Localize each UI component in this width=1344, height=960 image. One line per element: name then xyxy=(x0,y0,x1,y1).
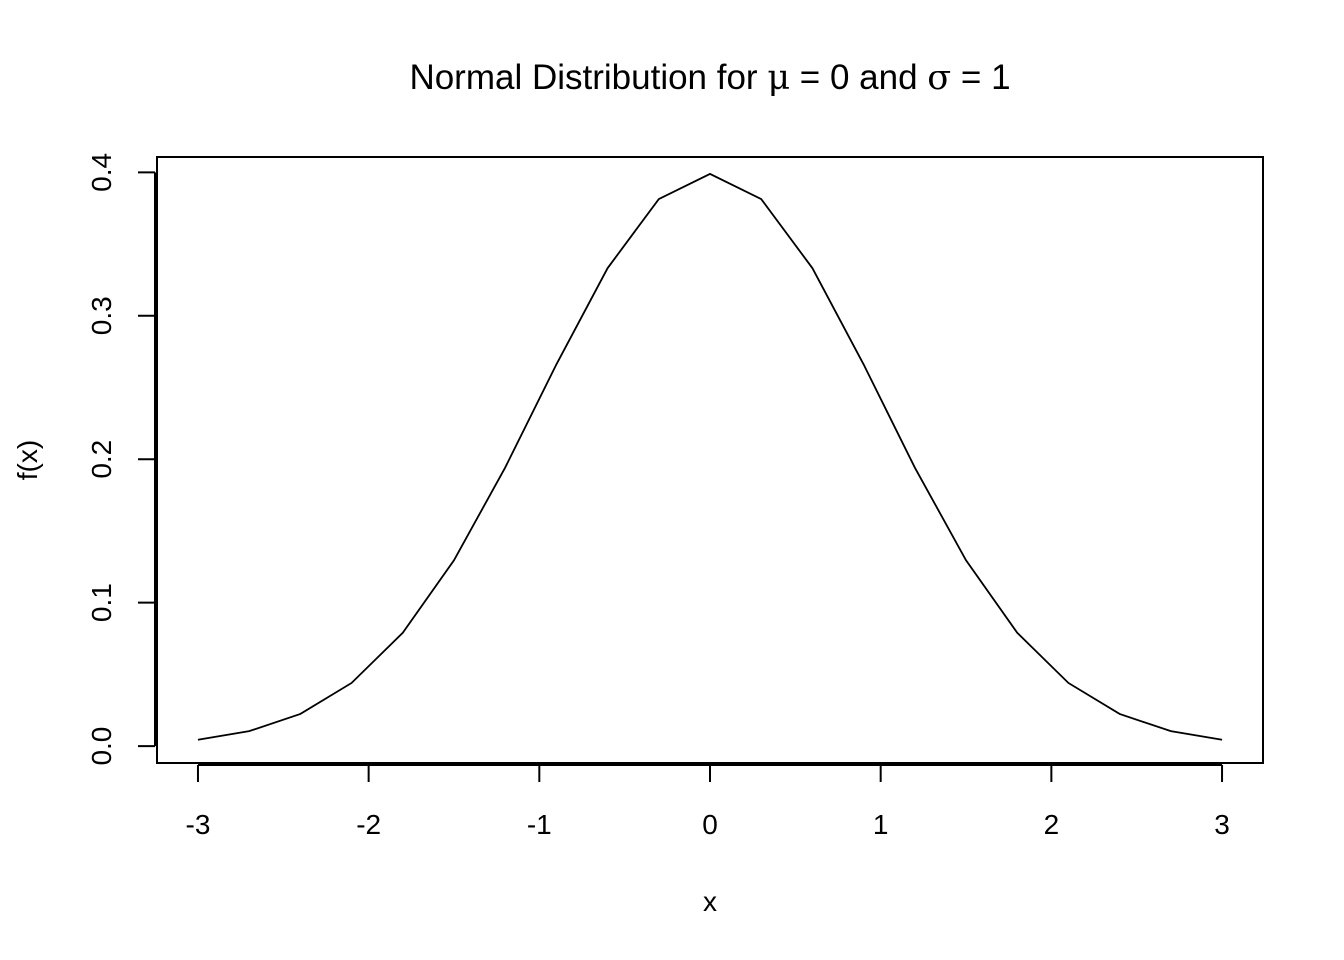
x-tick-label: 0 xyxy=(702,809,718,840)
y-axis: 0.0 0.1 0.2 0.3 0.4 xyxy=(86,153,156,766)
x-tick-label: 3 xyxy=(1214,809,1230,840)
chart-title-sigma: σ xyxy=(927,58,951,98)
y-axis-label: f(x) xyxy=(12,440,43,480)
x-tick-label: 2 xyxy=(1044,809,1060,840)
y-tick-label: 0.1 xyxy=(86,583,117,622)
x-tick-label: -1 xyxy=(527,809,552,840)
series-layer xyxy=(197,172,1223,741)
y-tick-label: 0.0 xyxy=(86,727,117,766)
x-tick-label: -3 xyxy=(186,809,211,840)
density-curve xyxy=(197,172,1223,741)
x-axis: -3 -2 -1 0 1 2 3 xyxy=(186,764,1230,840)
chart-title-sigma-value: = 1 xyxy=(951,58,1010,97)
chart-title-prefix: Normal Distribution for xyxy=(409,58,767,97)
chart-title-mu: μ xyxy=(767,58,790,98)
x-tick-label: 1 xyxy=(873,809,889,840)
y-tick-label: 0.3 xyxy=(86,296,117,335)
plot-frame xyxy=(156,156,1264,764)
chart-title-middle: and xyxy=(849,58,927,97)
chart-title: Normal Distribution for μ = 0 and σ = 1 xyxy=(409,58,1010,98)
y-tick-label: 0.4 xyxy=(86,153,117,192)
x-axis-label: x xyxy=(703,886,717,917)
y-tick-label: 0.2 xyxy=(86,440,117,479)
x-tick-label: -2 xyxy=(356,809,381,840)
chart-title-mu-value: = 0 xyxy=(790,58,849,97)
